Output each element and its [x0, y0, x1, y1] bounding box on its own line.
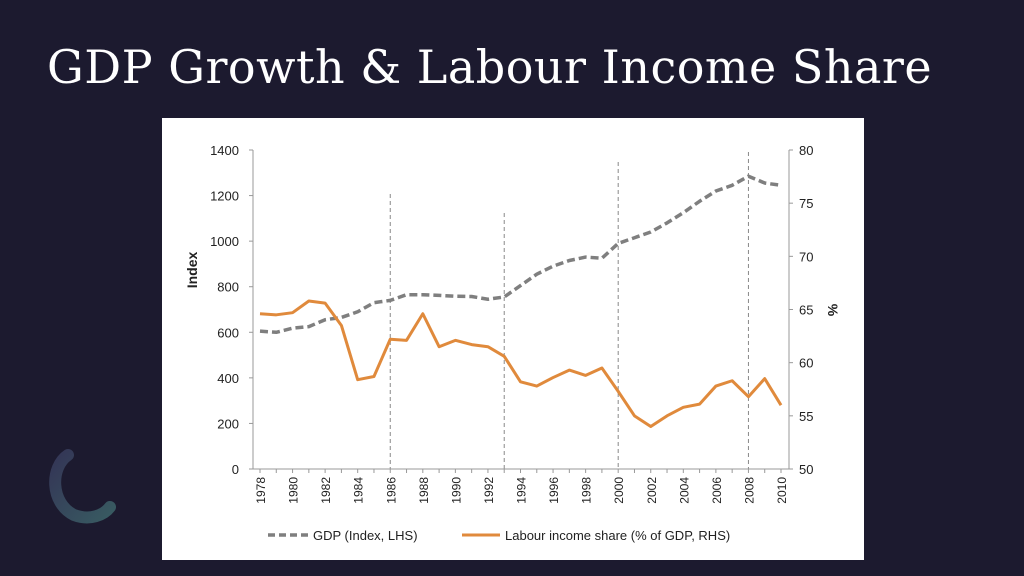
x-tick-label: 1986	[384, 477, 398, 504]
x-tick-label: 1980	[287, 477, 301, 504]
y-right-tick-label: 60	[799, 356, 813, 371]
x-tick-label: 2006	[710, 477, 724, 504]
dual-axis-line-chart: 0 200 400 600 800 1000 1200 1400 50 55 60 65 70 75 80 1…	[184, 143, 841, 543]
y-axis-left-label: Index	[184, 252, 200, 289]
y-right-tick-label: 80	[799, 143, 813, 158]
y-right-tick-label: 70	[799, 249, 813, 264]
slide-title: GDP Growth & Labour Income Share	[47, 40, 933, 94]
x-tick-label: 1990	[449, 477, 463, 504]
legend: GDP (Index, LHS) Labour income share (% …	[268, 528, 730, 543]
y-left-tick-label: 1000	[210, 234, 239, 249]
x-tick-label: 1988	[417, 477, 431, 504]
y-left-tick-label: 0	[232, 462, 239, 477]
x-tick-label: 2008	[742, 477, 756, 504]
x-tick-label: 1984	[352, 477, 366, 504]
y-axis-right-label: %	[825, 304, 841, 317]
y-right-tick-label: 65	[799, 303, 813, 318]
legend-label-labour: Labour income share (% of GDP, RHS)	[505, 528, 730, 543]
y-left-tick-label: 400	[217, 371, 239, 386]
x-tick-label: 1982	[319, 477, 333, 504]
x-tick-label: 1998	[580, 477, 594, 504]
x-tick-label: 1978	[254, 477, 268, 504]
y-right-tick-label: 75	[799, 196, 813, 211]
chart-container: 0 200 400 600 800 1000 1200 1400 50 55 60 65 70 75 80 1…	[162, 118, 864, 560]
y-left-tick-label: 1400	[210, 143, 239, 158]
y-right-tick-label: 55	[799, 409, 813, 424]
x-tick-label: 2010	[775, 477, 789, 504]
x-tick-label: 2002	[645, 477, 659, 504]
crescent-arc-logo	[49, 449, 116, 524]
y-right-tick-label: 50	[799, 462, 813, 477]
x-tick-label: 2004	[677, 477, 691, 504]
x-tick-label: 1994	[515, 477, 529, 504]
series-line-gdp	[259, 174, 782, 335]
legend-label-gdp: GDP (Index, LHS)	[313, 528, 418, 543]
y-left-tick-label: 600	[217, 325, 239, 340]
series-line-labour-share	[259, 299, 783, 428]
x-tick-label: 2000	[612, 477, 626, 504]
y-left-tick-label: 800	[217, 280, 239, 295]
x-tick-label: 1996	[547, 477, 561, 504]
y-left-tick-label: 200	[217, 416, 239, 431]
y-left-tick-label: 1200	[210, 189, 239, 204]
x-tick-label: 1992	[482, 477, 496, 504]
